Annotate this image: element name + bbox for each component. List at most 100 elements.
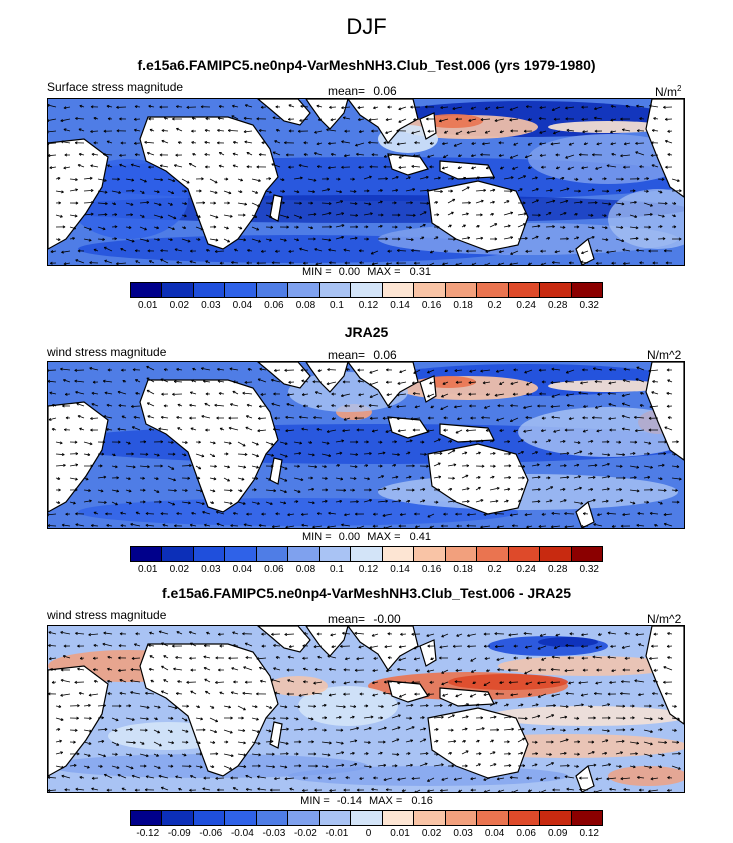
wind-vector (345, 368, 351, 372)
land-mass (575, 764, 595, 792)
wind-vector (531, 176, 538, 180)
wind-vector (538, 789, 547, 792)
wind-vector (551, 261, 561, 265)
wind-vector (321, 453, 332, 458)
wind-vector (594, 106, 603, 111)
wind-vector (371, 129, 379, 133)
wind-vector (596, 142, 603, 146)
wind-vector (120, 511, 127, 515)
wind-vector (397, 381, 407, 385)
wind-vector (373, 512, 379, 516)
wind-vector (442, 154, 449, 159)
wind-vector (398, 106, 407, 111)
wind-vector (60, 693, 71, 697)
wind-vector (274, 140, 281, 144)
colorbar-tick-label: -0.02 (294, 828, 317, 839)
wind-vector (48, 103, 57, 108)
wind-vector (175, 775, 183, 779)
land-mass (269, 194, 283, 222)
wind-vector (139, 452, 149, 456)
wind-vector (643, 452, 650, 456)
wind-vector (552, 788, 561, 792)
land-mass (305, 626, 349, 657)
wind-vector (391, 237, 401, 241)
wind-vector (444, 130, 449, 134)
wind-vector (93, 141, 99, 145)
wind-vector (517, 223, 526, 228)
wind-vector (442, 142, 449, 146)
wind-vector (93, 679, 99, 683)
wind-vector (643, 475, 651, 479)
wind-vector (396, 405, 407, 409)
wind-vector (510, 129, 519, 133)
wind-vector (494, 393, 505, 397)
wind-vector (405, 752, 411, 756)
wind-vector (615, 499, 624, 503)
colorbar-box (508, 283, 541, 297)
wind-vector (209, 740, 216, 744)
colorbar-box (445, 811, 478, 825)
wind-vector (195, 453, 205, 458)
wind-vector (433, 451, 443, 455)
wind-vector (331, 404, 337, 408)
wind-vector (587, 201, 598, 205)
wind-vector (232, 164, 239, 168)
wind-vector (349, 202, 358, 206)
wind-vector (284, 632, 295, 636)
wind-vector (523, 129, 533, 133)
wind-vector (161, 139, 169, 144)
wind-vector (643, 765, 652, 769)
wind-vector (288, 645, 295, 649)
wind-vector (148, 643, 155, 648)
wind-vector (643, 202, 653, 207)
wind-vector (83, 741, 92, 745)
wind-vector (181, 202, 188, 206)
wind-vector (131, 404, 141, 408)
wind-vector (243, 116, 253, 120)
wind-vector (153, 178, 164, 182)
wind-vector (545, 752, 552, 756)
wind-vector (172, 392, 183, 396)
wind-vector (615, 188, 622, 193)
colorbar-tick-label: 0.14 (390, 300, 410, 311)
wind-vector (153, 453, 160, 457)
wind-vector (316, 165, 323, 169)
wind-vector (609, 368, 617, 372)
wind-vector (232, 787, 239, 791)
wind-vector (163, 368, 169, 372)
wind-vector (335, 439, 345, 443)
wind-vector (237, 477, 245, 481)
wind-vector (243, 523, 253, 527)
colorbar-tick-label: 0.04 (232, 300, 253, 311)
wind-vector (615, 440, 622, 444)
wind-vector (657, 717, 664, 721)
wind-vector (382, 416, 393, 420)
wind-vector (498, 153, 505, 158)
wind-vector (300, 512, 309, 516)
wind-vector (243, 130, 253, 134)
wind-vector (118, 656, 127, 660)
wind-vector (427, 777, 435, 782)
wind-vector (461, 764, 468, 768)
wind-vector (293, 764, 302, 768)
wind-vector (125, 465, 136, 469)
wind-vector (452, 106, 463, 111)
wind-vector (97, 753, 106, 758)
wind-vector (455, 429, 463, 434)
wind-vector (244, 380, 253, 384)
wind-vector (246, 261, 253, 265)
wind-vector (470, 788, 477, 792)
wind-vector (55, 704, 62, 709)
wind-vector (489, 475, 495, 479)
wind-vector (503, 224, 511, 228)
wind-vector (228, 416, 239, 420)
wind-vector (467, 513, 477, 517)
wind-vector (69, 740, 76, 744)
wind-vector (175, 153, 183, 157)
wind-vector (419, 452, 427, 456)
wind-vector (594, 380, 603, 384)
wind-vector (559, 475, 570, 479)
wind-vector (413, 657, 421, 661)
wind-vector (663, 680, 673, 684)
wind-vector (293, 225, 299, 229)
